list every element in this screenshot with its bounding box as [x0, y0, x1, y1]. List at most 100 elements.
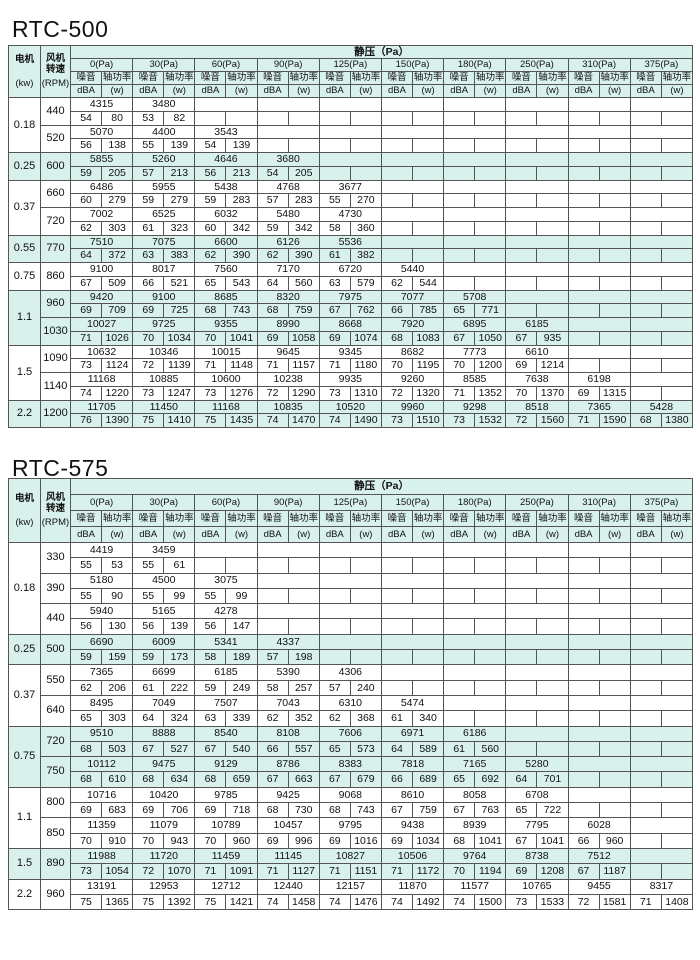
shaft-power-cell: 730	[287, 802, 320, 819]
motor-kw-cell: 0.25	[8, 633, 41, 666]
airflow-cell: 9795	[318, 817, 382, 834]
airflow-cell: 4278	[194, 603, 258, 620]
noise-dba-cell: 75	[132, 893, 165, 911]
noise-dba-cell: 67	[443, 802, 476, 819]
noise-power-row: 55 53 55 61	[9, 557, 694, 574]
shaft-power-cell: 1200	[474, 358, 507, 373]
noise-dba-cell	[629, 679, 662, 696]
performance-table-rtc-575: 电机 (kw) 风机转速 (RPM) 静压（Pa） 0(Pa) 30(Pa) 60(Pa) 90…	[8, 478, 694, 911]
airflow-cell: 7512	[567, 847, 631, 865]
shaft-power-cell: 1124	[101, 358, 134, 373]
airflow-cell	[567, 344, 631, 360]
shaft-power-header: 轴功率	[163, 510, 196, 527]
noise-dba-cell	[567, 193, 600, 208]
shaft-power-cell: 82	[163, 110, 196, 126]
noise-dba-cell: 72	[380, 385, 414, 401]
power-unit-header: (w)	[225, 84, 258, 98]
fan-speed-label: 风机转速	[45, 492, 65, 514]
noise-dba-cell	[567, 165, 600, 181]
shaft-power-cell: 543	[225, 275, 258, 291]
fan-speed-unit: (RPM)	[41, 78, 70, 90]
noise-dba-cell: 68	[256, 802, 289, 819]
noise-dba-cell	[567, 618, 600, 635]
noise-dba-cell: 73	[380, 413, 414, 428]
noise-dba-cell: 56	[69, 138, 103, 153]
noise-dba-cell: 74	[69, 385, 103, 401]
noise-dba-cell: 61	[132, 220, 165, 236]
airflow-row: 640 8495 7049 7507 7043 6310 5474	[9, 694, 694, 727]
airflow-cell: 11577	[443, 878, 507, 895]
noise-dba-cell	[443, 710, 476, 727]
shaft-power-cell	[660, 557, 694, 574]
airflow-cell: 10420	[132, 786, 196, 804]
shaft-power-cell: 139	[163, 138, 196, 153]
shaft-power-cell: 996	[287, 832, 320, 849]
noise-dba-cell	[629, 802, 662, 819]
shaft-power-cell	[536, 138, 569, 153]
airflow-cell: 9298	[443, 399, 507, 415]
airflow-cell	[505, 262, 569, 277]
noise-dba-cell: 56	[194, 165, 227, 181]
shaft-power-cell	[536, 220, 569, 236]
table-title-rtc-575: RTC-575	[12, 455, 109, 481]
airflow-cell: 8738	[505, 847, 569, 865]
pressure-column-header: 30(Pa)	[132, 494, 196, 511]
noise-dba-cell	[380, 649, 414, 666]
noise-dba-cell	[567, 330, 600, 346]
shaft-power-cell	[536, 740, 569, 758]
shaft-power-cell	[598, 330, 631, 346]
noise-dba-cell	[567, 679, 600, 696]
noise-dba-cell: 57	[132, 165, 165, 181]
airflow-row: 0.18 440 4315 3480	[8, 97, 694, 153]
shaft-power-cell: 521	[163, 275, 196, 291]
airflow-cell	[505, 725, 569, 742]
noise-dba-cell	[567, 802, 600, 819]
noise-dba-cell	[567, 740, 600, 758]
fan-rpm-cell: 850	[40, 817, 71, 849]
airflow-cell	[567, 152, 631, 167]
shaft-power-cell: 1560	[536, 413, 569, 428]
shaft-power-cell: 1392	[163, 893, 196, 911]
airflow-cell: 8108	[256, 725, 320, 742]
airflow-cell: 7170	[256, 262, 320, 277]
airflow-cell	[505, 633, 569, 651]
pressure-column-header: 310(Pa)	[567, 494, 631, 511]
airflow-cell	[567, 207, 631, 222]
airflow-cell: 12440	[256, 878, 320, 895]
noise-dba-cell	[443, 248, 476, 263]
shaft-power-cell	[412, 248, 445, 263]
noise-dba-cell	[629, 193, 662, 208]
airflow-cell: 5165	[132, 603, 196, 620]
noise-dba-cell: 71	[567, 413, 600, 428]
fan-rpm-cell: 960	[40, 289, 71, 318]
noise-dba-cell	[256, 557, 289, 574]
noise-dba-cell: 61	[443, 740, 476, 758]
shaft-power-cell: 1435	[225, 413, 258, 428]
airflow-cell: 6185	[505, 317, 569, 332]
shaft-power-cell: 205	[287, 165, 320, 181]
noise-dba-cell	[505, 275, 538, 291]
shaft-power-cell	[287, 557, 320, 574]
shaft-power-cell	[474, 557, 507, 574]
fan-rpm-cell: 750	[40, 756, 71, 788]
pressure-column-header: 250(Pa)	[505, 494, 569, 511]
pressure-column-header: 90(Pa)	[256, 58, 320, 72]
noise-unit-header: dBA	[318, 84, 351, 98]
shaft-power-cell: 368	[349, 710, 382, 727]
noise-header: 噪音	[256, 510, 289, 527]
noise-power-row: 59 159 59 173 58 189 57 198	[9, 649, 694, 666]
airflow-cell: 5708	[443, 289, 507, 305]
shaft-power-header: 轴功率	[598, 71, 631, 85]
airflow-cell: 5428	[629, 399, 694, 415]
shaft-power-cell	[412, 557, 445, 574]
power-unit-header: (w)	[287, 526, 320, 543]
shaft-power-cell: 390	[225, 248, 258, 263]
noise-dba-cell: 69	[256, 832, 289, 849]
shaft-power-cell: 1581	[598, 893, 631, 911]
noise-dba-cell: 67	[505, 832, 538, 849]
airflow-cell: 10835	[256, 399, 320, 415]
airflow-cell: 6185	[194, 664, 258, 681]
shaft-power-cell	[598, 710, 631, 727]
shaft-power-cell: 1187	[598, 863, 631, 880]
airflow-cell: 11168	[69, 372, 134, 387]
